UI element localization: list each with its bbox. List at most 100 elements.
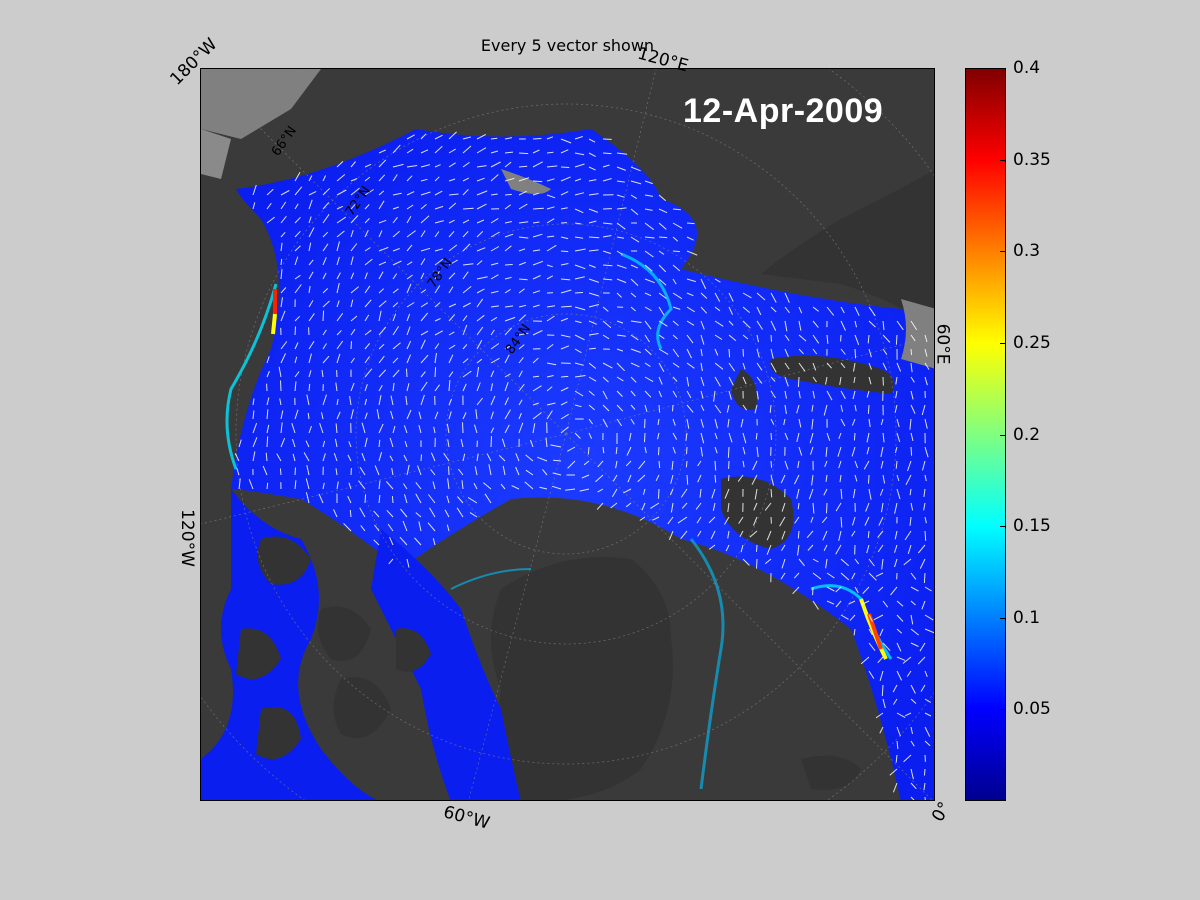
drift-vector: [686, 362, 695, 369]
drift-vector: [498, 454, 506, 462]
drift-vector: [616, 376, 624, 382]
drift-vector: [322, 202, 330, 210]
drift-vector: [476, 326, 484, 336]
drift-vector: [623, 488, 632, 494]
drift-vector: [700, 376, 705, 387]
drift-vector: [415, 493, 422, 504]
drift-vector: [742, 404, 748, 411]
drift-vector: [668, 530, 674, 541]
drift-vector: [670, 474, 674, 484]
drift-vector: [447, 478, 450, 490]
drift-vector: [504, 161, 512, 168]
drift-vector: [853, 628, 856, 636]
drift-vector: [835, 586, 842, 593]
drift-vector: [350, 299, 354, 308]
drift-vector: [266, 356, 270, 364]
drift-vector: [490, 246, 500, 252]
drift-vector: [848, 600, 856, 605]
drift-vector: [625, 460, 632, 467]
drift-vector: [890, 586, 898, 596]
drift-vector: [751, 474, 758, 485]
drift-vector: [292, 438, 296, 448]
drift-vector: [322, 329, 327, 336]
drift-vector: [545, 437, 548, 448]
drift-vector: [378, 300, 387, 308]
drift-vector: [854, 306, 860, 316]
nares-strait: [450, 568, 532, 590]
drift-vector: [448, 244, 458, 252]
drift-vector: [490, 193, 498, 196]
drift-vector: [596, 502, 604, 510]
drift-vector: [392, 357, 399, 364]
drift-vector: [378, 230, 383, 238]
drift-vector: [306, 464, 310, 476]
drift-vector: [867, 530, 870, 538]
drift-vector: [895, 754, 898, 763]
drift-vector: [853, 376, 856, 383]
drift-vector: [616, 250, 623, 255]
drift-vector: [882, 432, 885, 443]
drift-vector: [714, 432, 718, 440]
drift-vector: [896, 670, 903, 681]
drift-vector: [350, 286, 360, 294]
drift-vector: [597, 460, 604, 468]
siberian-coast: [401, 69, 661, 129]
drift-vector: [266, 482, 269, 490]
drift-vector: [574, 163, 585, 168]
drift-vector: [434, 343, 440, 350]
drift-vector: [462, 358, 469, 364]
drift-vector: [321, 370, 324, 378]
drift-vector: [672, 222, 683, 229]
drift-vector: [434, 134, 443, 140]
drift-vector: [840, 558, 850, 567]
drift-vector: [630, 418, 635, 425]
drift-vector: [904, 530, 912, 541]
drift-vector: [868, 558, 875, 567]
drift-vector: [588, 347, 596, 350]
drift-vector: [825, 474, 828, 482]
drift-vector: [335, 468, 338, 476]
drift-vector: [742, 292, 752, 299]
drift-vector: [588, 292, 600, 297]
drift-vector: [434, 367, 437, 378]
drift-vector: [546, 165, 558, 168]
drift-vector: [550, 444, 562, 448]
drift-vector: [490, 150, 499, 154]
drift-vector: [518, 248, 526, 252]
drift-vector: [462, 161, 470, 168]
drift-vector: [868, 418, 871, 428]
drift-vector: [560, 236, 569, 240]
drift-vector: [308, 370, 312, 378]
drift-vector: [386, 481, 394, 490]
drift-vector: [658, 390, 663, 398]
drift-vector: [461, 480, 464, 490]
drift-vector: [792, 586, 800, 595]
drift-vector: [896, 488, 901, 500]
drift-vector: [894, 558, 898, 568]
drift-vector: [700, 432, 705, 444]
drift-vector: [560, 375, 569, 378]
drift-vector: [669, 488, 674, 496]
drift-vector: [672, 446, 676, 454]
drift-vector: [305, 492, 310, 504]
drift-vector: [427, 522, 436, 532]
drift-vector: [546, 315, 555, 322]
drift-vector: [518, 422, 524, 434]
drift-vector: [658, 460, 661, 469]
drift-vector: [525, 469, 534, 476]
drift-vector: [740, 418, 744, 428]
drift-vector: [518, 370, 523, 378]
drift-vector: [630, 376, 637, 383]
drift-vector: [697, 460, 702, 467]
drift-vector: [700, 390, 704, 399]
drift-vector: [420, 178, 428, 182]
drift-vector: [742, 320, 751, 329]
drift-vector: [616, 418, 623, 427]
drift-vector: [770, 292, 777, 303]
drift-vector: [812, 362, 817, 371]
drift-vector: [504, 373, 511, 378]
drift-vector: [581, 474, 590, 479]
drift-vector: [699, 488, 702, 498]
drift-vector: [504, 424, 510, 434]
drift-vector: [770, 362, 777, 373]
